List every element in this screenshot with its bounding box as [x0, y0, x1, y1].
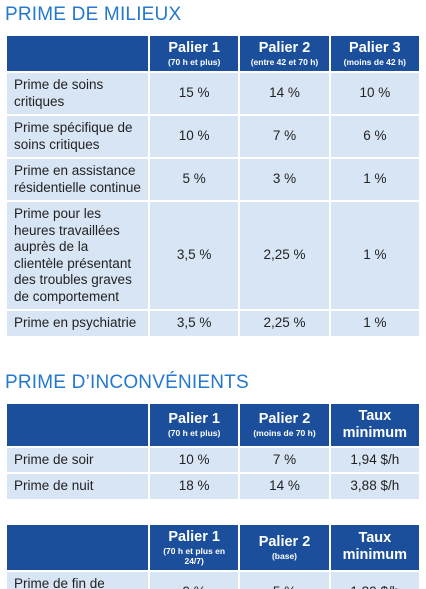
value-cell: 1 %: [328, 200, 422, 311]
header-sub: (70 h et plus): [167, 428, 221, 438]
value-cell: 2,25 %: [238, 309, 331, 338]
value-cell: 18 %: [147, 472, 241, 501]
header-main: Palier 2: [258, 411, 311, 427]
section-title: PRIME D’INCONVÉNIENTS: [5, 371, 249, 393]
header-cell: Palier 1 (70 h et plus): [147, 401, 241, 448]
header-sub: (moins de 42 h): [343, 57, 406, 67]
table-row: Prime spécifique de soins critiques 10 % 7…: [5, 114, 422, 159]
header-row: Palier 1 (70 h et plus en 24/7) Palier 2 (b…: [5, 522, 422, 572]
section-title: PRIME DE MILIEUX: [5, 4, 182, 25]
header-sub: (base): [271, 550, 298, 561]
value-cell: 3,5 %: [147, 200, 241, 311]
header-cell: Palier 2 (entre 42 et 70 h): [238, 34, 331, 73]
value-cell: 5 %: [147, 157, 241, 202]
table-row: Prime de nuit 18 % 14 % 3,88 $/h: [5, 472, 422, 501]
table: Palier 1 (70 h et plus) Palier 2 (moins de …: [5, 401, 422, 501]
header-cell: [5, 401, 150, 448]
header-main: Palier 3: [349, 40, 401, 56]
table-row: Prime en assistance résidentielle contin…: [5, 157, 422, 202]
row-label: Prime de soins critiques: [5, 71, 150, 116]
value-cell: 1,39 $/h: [328, 569, 422, 589]
value-cell: 14 %: [238, 71, 331, 116]
row-label: Prime en assistance résidentielle contin…: [5, 157, 150, 202]
header-cell: Palier 2 (base): [238, 522, 331, 572]
row-label: Prime en psychiatrie: [5, 309, 150, 338]
row-label: Prime de soir: [5, 445, 150, 474]
header-main: Palier 1: [168, 40, 220, 56]
value-cell: 3 %: [238, 157, 331, 202]
value-cell: 5 %: [238, 569, 331, 589]
header-sub: (moins de 70 h): [253, 428, 316, 438]
row-label: Prime de fin de semaine: [5, 569, 150, 589]
header-main: Taux minimum: [342, 407, 408, 441]
table: Palier 1 (70 h et plus en 24/7) Palier 2 (b…: [5, 522, 422, 589]
value-cell: 7 %: [238, 114, 331, 159]
value-cell: 15 %: [147, 71, 241, 116]
row-label: Prime de nuit: [5, 472, 150, 501]
header-main: Taux minimum: [342, 530, 408, 563]
header-cell: Palier 3 (moins de 42 h): [328, 34, 422, 73]
value-cell: 1 %: [328, 157, 422, 202]
table-row: Prime de soins critiques 15 % 14 % 10 %: [5, 71, 422, 116]
header-row: Palier 1 (70 h et plus) Palier 2 (moins de …: [5, 401, 422, 448]
header-cell: Taux minimum: [328, 522, 422, 572]
value-cell: 10 %: [147, 114, 241, 159]
row-label: Prime spécifique de soins critiques: [5, 114, 150, 159]
value-cell: 10 %: [147, 445, 241, 474]
header-sub: (entre 42 et 70 h): [250, 57, 319, 67]
header-cell: Palier 1 (70 h et plus en 24/7): [147, 522, 241, 572]
value-cell: 2,25 %: [238, 200, 331, 311]
value-cell: 1,94 $/h: [328, 445, 422, 474]
header-sub: (70 h et plus): [167, 57, 221, 67]
value-cell: 3,5 %: [147, 309, 241, 338]
value-cell: 6 %: [328, 114, 422, 159]
header-cell: Palier 2 (moins de 70 h): [238, 401, 331, 448]
header-cell: [5, 522, 150, 572]
value-cell: 10 %: [328, 71, 422, 116]
value-cell: 7 %: [238, 445, 331, 474]
header-row: Palier 1 (70 h et plus) Palier 2 (entre 42 …: [5, 34, 422, 73]
header-cell: Palier 1 (70 h et plus): [147, 34, 241, 73]
table-row: Prime de soir 10 % 7 % 1,94 $/h: [5, 445, 422, 474]
table: Palier 1 (70 h et plus) Palier 2 (entre 42 …: [5, 34, 422, 338]
header-sub: (70 h et plus en 24/7): [163, 545, 226, 566]
table-row: Prime en psychiatrie 3,5 % 2,25 % 1 %: [5, 309, 422, 338]
table-row: Prime pour les heures travaillées auprès…: [5, 200, 422, 311]
row-label: Prime pour les heures travaillées auprès…: [5, 200, 150, 311]
value-cell: 3,88 $/h: [328, 472, 422, 501]
header-cell: [5, 34, 150, 73]
table-row: Prime de fin de semaine9 %5 %1,39 $/h: [5, 569, 422, 589]
header-cell: Taux minimum: [328, 401, 422, 448]
header-main: Palier 2: [258, 533, 311, 550]
value-cell: 1 %: [328, 309, 422, 338]
value-cell: 9 %: [147, 569, 241, 589]
value-cell: 14 %: [238, 472, 331, 501]
header-main: Palier 2: [258, 40, 311, 56]
header-main: Palier 1: [168, 411, 220, 427]
header-main: Palier 1: [168, 528, 220, 545]
